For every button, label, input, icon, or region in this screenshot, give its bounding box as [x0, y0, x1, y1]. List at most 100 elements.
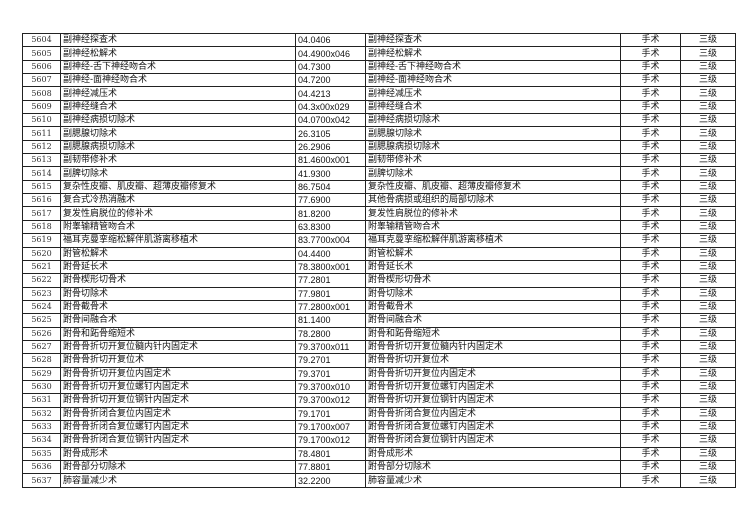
row-number: 5615: [22, 179, 61, 195]
category: 手术: [620, 126, 681, 141]
category: 手术: [620, 273, 681, 288]
category: 手术: [620, 299, 681, 315]
standard-name: 跗骨成形术: [365, 446, 621, 462]
procedure-name: 跗骨骨折切开复位钢针内固定术: [60, 393, 296, 408]
category: 手术: [620, 379, 681, 395]
table-row: 5606 副神经-舌下神经吻合术 04.7300 副神经-舌下神经吻合术 手术 三级: [22, 59, 736, 75]
category: 手术: [620, 259, 681, 275]
procedure-name: 副韧带修补术: [60, 153, 296, 168]
table-row: 5619 福耳克曼挛缩松解伴肌游离移植术 83.7700x004 福耳克曼挛缩松解伴肌…: [22, 233, 736, 248]
table-row: 5633 跗骨骨折闭合复位螺钉内固定术 79.1700x007 跗骨骨折闭合复位螺钉内…: [22, 419, 736, 435]
standard-name: 跗骨骨折闭合复位内固定术: [365, 406, 621, 421]
table-row: 5615 复杂性皮瓣、肌皮瓣、超薄皮瓣修复术 86.7504 复杂性皮瓣、肌皮瓣、超薄…: [22, 179, 736, 195]
standard-name: 副神经病损切除术: [365, 113, 621, 128]
grade: 三级: [680, 113, 736, 128]
standard-name: 副韧带修补术: [365, 153, 621, 168]
category: 手术: [620, 193, 681, 208]
category: 手术: [620, 139, 681, 155]
procedure-name: 跗骨和跖骨缩短术: [60, 326, 296, 341]
standard-name: 副神经-面神经吻合术: [365, 73, 621, 88]
procedure-name: 复发性肩脱位的修补术: [60, 206, 296, 221]
category: 手术: [620, 153, 681, 168]
table-row: 5609 副神经缝合术 04.3x00x029 副神经缝合术 手术 三级: [22, 99, 736, 115]
table-row: 5625 跗骨间融合术 81.1400 跗骨间融合术 手术 三级: [22, 313, 736, 328]
procedure-code: 26.2906: [295, 139, 366, 155]
table-row: 5621 跗骨延长术 78.3800x001 跗骨延长术 手术 三级: [22, 259, 736, 275]
procedure-code: 79.1700x007: [295, 419, 366, 435]
row-number: 5617: [22, 206, 61, 221]
standard-name: 附睾输精管吻合术: [365, 219, 621, 235]
procedure-code: 77.2801: [295, 273, 366, 288]
grade: 三级: [680, 353, 736, 368]
category: 手术: [620, 206, 681, 221]
procedure-code: 63.8300: [295, 219, 366, 235]
procedure-name: 副神经缝合术: [60, 99, 296, 115]
procedure-name: 跗骨延长术: [60, 259, 296, 275]
category: 手术: [620, 86, 681, 101]
procedure-name: 复杂性皮瓣、肌皮瓣、超薄皮瓣修复术: [60, 179, 296, 195]
table-row: 5637 肺容量减少术 32.2200 肺容量减少术 手术 三级: [22, 473, 736, 488]
row-number: 5636: [22, 459, 61, 475]
procedure-name: 跗骨截骨术: [60, 299, 296, 315]
table-row: 5613 副韧带修补术 81.4600x001 副韧带修补术 手术 三级: [22, 153, 736, 168]
row-number: 5611: [22, 126, 61, 141]
grade: 三级: [680, 406, 736, 421]
standard-name: 跗骨骨折切开复位髓内针内固定术: [365, 339, 621, 355]
table-row: 5631 跗骨骨折切开复位钢针内固定术 79.3700x012 跗骨骨折切开复位钢针内…: [22, 393, 736, 408]
row-number: 5631: [22, 393, 61, 408]
row-number: 5606: [22, 59, 61, 75]
standard-name: 跗骨延长术: [365, 259, 621, 275]
standard-name: 副神经减压术: [365, 86, 621, 101]
grade: 三级: [680, 273, 736, 288]
procedure-name: 跗骨部分切除术: [60, 459, 296, 475]
row-number: 5628: [22, 353, 61, 368]
grade: 三级: [680, 206, 736, 221]
row-number: 5629: [22, 366, 61, 381]
procedure-code: 81.1400: [295, 313, 366, 328]
category: 手术: [620, 366, 681, 381]
row-number: 5621: [22, 259, 61, 275]
row-number: 5613: [22, 153, 61, 168]
row-number: 5624: [22, 299, 61, 315]
row-number: 5612: [22, 139, 61, 155]
standard-name: 跗骨骨折切开复位钢针内固定术: [365, 393, 621, 408]
row-number: 5633: [22, 419, 61, 435]
grade: 三级: [680, 139, 736, 155]
grade: 三级: [680, 433, 736, 448]
procedure-code: 79.3700x010: [295, 379, 366, 395]
grade: 三级: [680, 46, 736, 61]
procedure-name: 跗骨成形术: [60, 446, 296, 462]
grade: 三级: [680, 366, 736, 381]
row-number: 5619: [22, 233, 61, 248]
grade: 三级: [680, 86, 736, 101]
table-row: 5611 副腮腺切除术 26.3105 副腮腺切除术 手术 三级: [22, 126, 736, 141]
row-number: 5610: [22, 113, 61, 128]
grade: 三级: [680, 299, 736, 315]
procedure-code: 04.0700x042: [295, 113, 366, 128]
table-row: 5626 跗骨和跖骨缩短术 78.2800 跗骨和跖骨缩短术 手术 三级: [22, 326, 736, 341]
procedure-code: 78.3800x001: [295, 259, 366, 275]
procedure-name: 跗骨楔形切骨术: [60, 273, 296, 288]
row-number: 5627: [22, 339, 61, 355]
procedure-name: 跗骨骨折切开复位螺钉内固定术: [60, 379, 296, 395]
category: 手术: [620, 433, 681, 448]
procedure-name: 副腮腺切除术: [60, 126, 296, 141]
category: 手术: [620, 246, 681, 261]
standard-name: 副腮腺切除术: [365, 126, 621, 141]
category: 手术: [620, 286, 681, 301]
table-row: 5634 跗骨骨折闭合复位钢针内固定术 79.1700x012 跗骨骨折闭合复位钢针内…: [22, 433, 736, 448]
category: 手术: [620, 46, 681, 61]
standard-name: 肺容量减少术: [365, 473, 621, 488]
grade: 三级: [680, 379, 736, 395]
table-row: 5618 附睾输精管吻合术 63.8300 附睾输精管吻合术 手术 三级: [22, 219, 736, 235]
procedure-table: 5604 副神经探查术 04.0406 副神经探查术 手术 三级 5605 副神经松解术 04.…: [22, 32, 736, 488]
category: 手术: [620, 313, 681, 328]
category: 手术: [620, 113, 681, 128]
category: 手术: [620, 99, 681, 115]
category: 手术: [620, 73, 681, 88]
category: 手术: [620, 406, 681, 421]
table-row: 5614 副脾切除术 41.9300 副脾切除术 手术 三级: [22, 166, 736, 181]
row-number: 5620: [22, 246, 61, 261]
grade: 三级: [680, 419, 736, 435]
procedure-code: 81.8200: [295, 206, 366, 221]
